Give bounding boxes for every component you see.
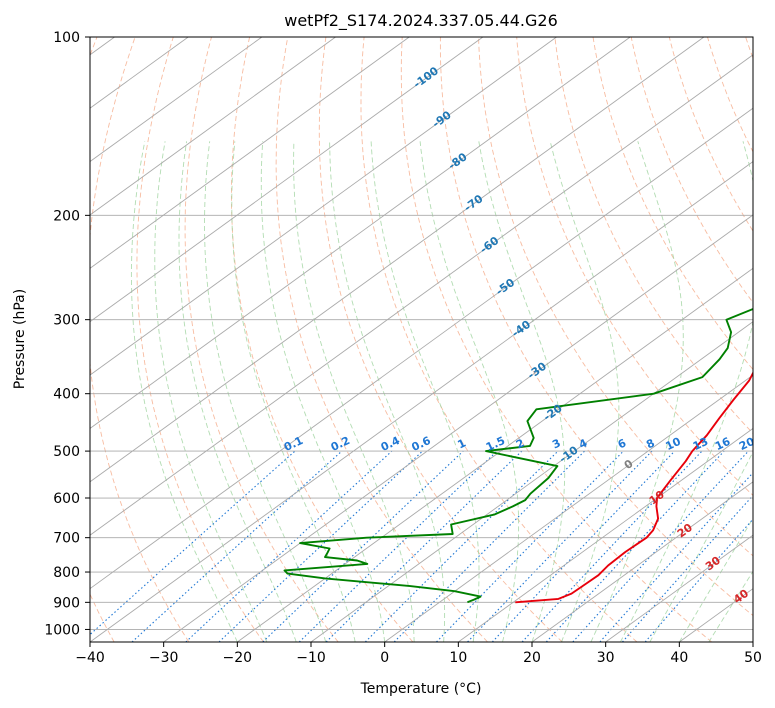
dry-adiabat xyxy=(90,37,190,642)
isotherm-line xyxy=(90,107,753,590)
mixing-ratio-label: 10 xyxy=(664,435,684,453)
isotherm-line xyxy=(90,54,753,536)
mixing-ratio-line xyxy=(572,450,749,642)
isotherm-line xyxy=(90,161,753,642)
x-tick-label: 40 xyxy=(670,650,688,666)
y-tick-label: 700 xyxy=(53,531,80,547)
mixing-ratio-line xyxy=(521,450,703,642)
mixing-ratio-line xyxy=(90,450,296,636)
mixing-ratio-line xyxy=(621,494,753,642)
pressure-gridlines xyxy=(90,37,753,630)
dry-adiabat xyxy=(400,37,712,642)
isotherm-line xyxy=(90,37,410,269)
y-tick-label: 200 xyxy=(53,208,80,224)
dry-adiabat xyxy=(136,37,264,642)
isotherm-line xyxy=(90,37,484,323)
sounding-series xyxy=(283,308,753,604)
mixing-ratio-line xyxy=(436,450,624,642)
y-tick-label: 900 xyxy=(53,595,80,611)
x-tick-label: −10 xyxy=(296,650,326,666)
dry-adiabat xyxy=(318,37,563,642)
isotherm-line xyxy=(90,37,336,216)
mixing-ratio-line xyxy=(599,471,753,642)
isotherm-line xyxy=(90,37,705,483)
chart-title: wetPf2_S174.2024.337.05.44.G26 xyxy=(284,11,558,31)
mixing-ratio-line xyxy=(325,450,523,642)
y-axis-title: Pressure (hPa) xyxy=(12,289,28,389)
mixing-ratio-label: 16 xyxy=(713,435,733,453)
dry-adiabat xyxy=(707,37,753,153)
mixing-ratio-line xyxy=(467,450,653,642)
dry-adiabat xyxy=(184,37,339,642)
isotherm-line xyxy=(310,321,753,642)
plot-frame xyxy=(89,36,754,643)
y-tick-label: 500 xyxy=(53,444,80,460)
isotherm-line xyxy=(458,427,753,642)
x-tick-label: 10 xyxy=(449,650,467,666)
temperature-line xyxy=(515,370,753,604)
dry-adiabat xyxy=(668,37,753,232)
isotherm-line xyxy=(531,481,753,642)
dry-adiabat xyxy=(516,37,753,496)
dry-adiabat xyxy=(478,37,753,557)
mixing-ratio-label: 13 xyxy=(691,435,710,453)
y-axis-ticks: 100 200 300 400 500 600 700 800 900 1000 xyxy=(44,30,90,638)
dewpoint-line xyxy=(283,308,753,604)
x-axis-title: Temperature (°C) xyxy=(360,681,482,697)
y-tick-label: 800 xyxy=(53,565,80,581)
x-axis-ticks: −40 −30 −20 −10 0 10 20 30 40 50 xyxy=(75,642,762,666)
mixing-ratio-line xyxy=(491,450,676,642)
isotherm-line xyxy=(237,267,753,642)
isotherm-line xyxy=(384,374,753,642)
isotherm-line xyxy=(163,214,753,642)
isotherm-line xyxy=(90,37,557,376)
mixing-ratio-line xyxy=(364,450,559,642)
x-tick-label: −40 xyxy=(75,650,105,666)
y-tick-label: 1000 xyxy=(44,622,80,638)
mixing-ratio-line xyxy=(298,450,498,642)
dry-adiabat xyxy=(554,37,753,435)
x-tick-label: 20 xyxy=(523,650,541,666)
y-tick-label: 400 xyxy=(53,387,80,403)
mixing-ratio-label: 20 xyxy=(737,435,757,453)
mixing-ratio-line xyxy=(185,450,393,642)
x-tick-label: 0 xyxy=(380,650,389,666)
x-tick-label: 30 xyxy=(597,650,615,666)
dry-adiabat xyxy=(230,37,414,642)
x-tick-label: 50 xyxy=(744,650,762,666)
mixing-ratio-line xyxy=(545,450,725,642)
isotherm-line xyxy=(90,37,263,163)
isotherms xyxy=(90,37,753,642)
dry-adiabat xyxy=(439,37,753,617)
x-tick-label: −30 xyxy=(149,650,179,666)
y-tick-label: 100 xyxy=(53,30,80,46)
isotherm-line xyxy=(90,37,631,430)
y-tick-label: 600 xyxy=(53,491,80,507)
y-tick-label: 300 xyxy=(53,313,80,329)
x-tick-label: −20 xyxy=(223,650,253,666)
mixing-ratio-line xyxy=(262,450,464,642)
isotherm-line xyxy=(605,534,753,642)
dry-adiabat xyxy=(630,37,753,304)
